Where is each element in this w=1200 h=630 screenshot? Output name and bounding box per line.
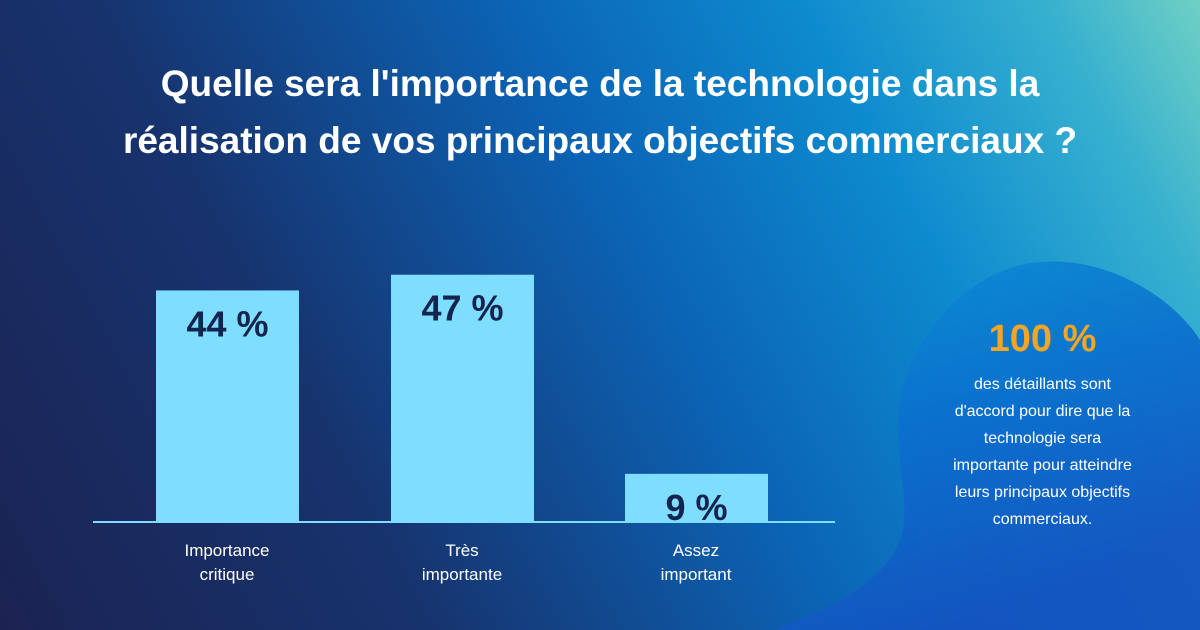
callout-text-line-4: importante pour atteindre [953,457,1132,474]
category-label-3: Assez important [611,539,781,587]
category-label-2-line-1: Très [445,541,479,560]
bar-value-label-1: 44 % [186,303,268,344]
bar-1 [156,290,299,521]
callout-blob [775,261,1200,630]
callout-value: 100 % [988,318,1097,360]
category-label-2: Très importante [377,539,547,587]
chart-title: Quelle sera l'importance de la technolog… [0,55,1200,169]
bar-value-label-2: 47 % [421,288,503,329]
category-label-1-line-1: Importance [184,541,270,560]
category-label-3-line-1: Assez [672,541,720,560]
category-label-1: Importance critique [142,539,312,587]
callout-text-line-2: d'accord pour dire que la [954,403,1131,420]
category-label-1-line-2: critique [199,565,255,584]
stat-callout: 100 % des détaillants sont d'accord pour… [915,313,1170,533]
chart-title-line-1: Quelle sera l'importance de la technolog… [160,63,1040,104]
chart-title-line-2: réalisation de vos principaux objectifs … [122,120,1078,161]
bar-2 [391,274,534,521]
callout-text-line-6: commerciaux. [992,511,1093,528]
callout-text-line-3: technologie sera [983,430,1102,447]
callout-text: des détaillants sont d'accord pour dire … [915,371,1170,533]
bar-3 [625,473,768,521]
callout-text-line-5: leurs principaux objectifs [954,484,1131,501]
category-label-2-line-2: importante [421,565,503,584]
callout-text-line-1: des détaillants sont [974,376,1111,393]
category-label-3-line-2: important [660,565,732,584]
